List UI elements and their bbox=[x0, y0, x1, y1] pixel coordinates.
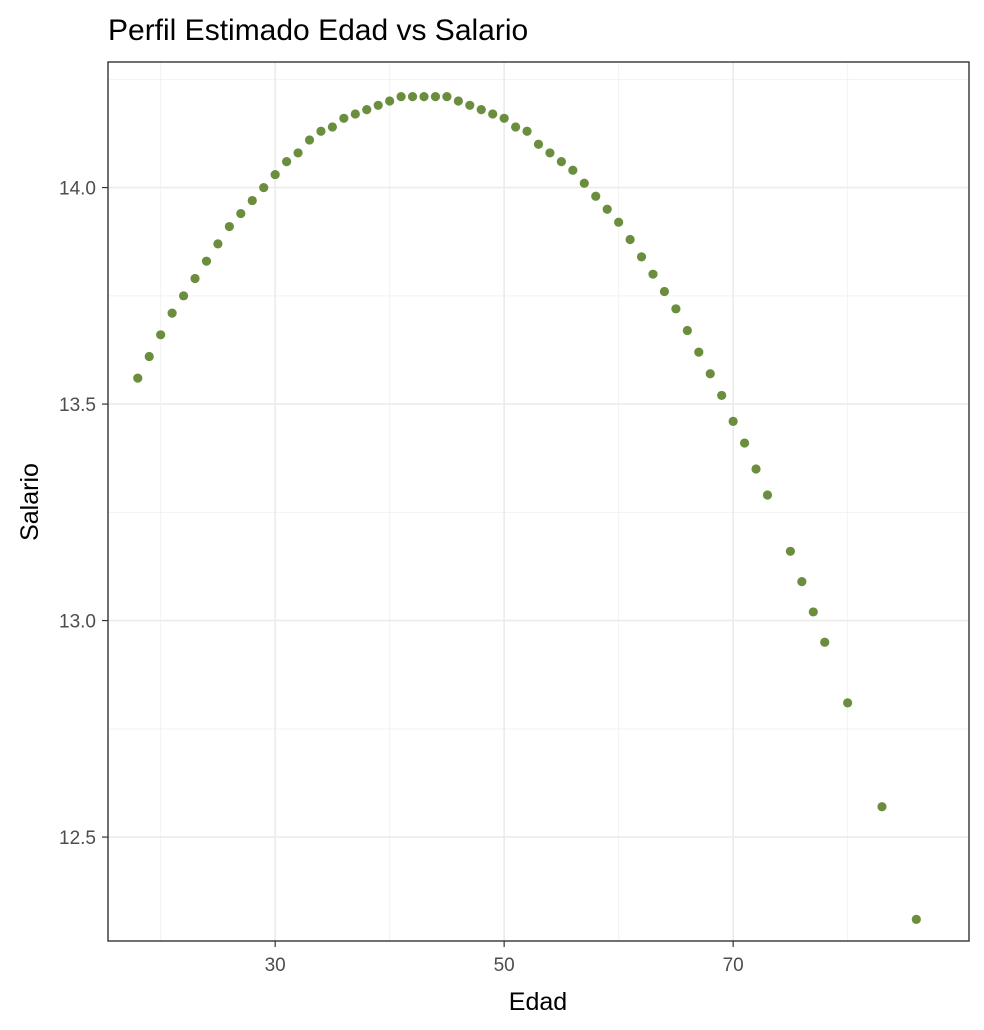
data-point bbox=[167, 308, 177, 318]
data-point bbox=[614, 217, 624, 227]
data-point bbox=[350, 109, 360, 119]
data-point bbox=[201, 256, 212, 266]
data-point bbox=[877, 802, 887, 812]
data-point bbox=[556, 156, 566, 167]
y-axis-title: Salario bbox=[16, 463, 44, 541]
data-point bbox=[419, 92, 429, 102]
data-points bbox=[133, 92, 921, 924]
data-point bbox=[224, 221, 234, 232]
data-point bbox=[694, 347, 704, 357]
data-point bbox=[385, 96, 395, 106]
x-axis-title: Edad bbox=[509, 988, 567, 1016]
x-tick-label: 30 bbox=[265, 955, 286, 976]
data-point bbox=[659, 286, 670, 297]
data-point bbox=[820, 637, 830, 647]
data-point bbox=[476, 105, 486, 115]
x-axis-ticks: 30 50 70 bbox=[265, 941, 744, 976]
data-point bbox=[602, 204, 612, 214]
data-point bbox=[396, 92, 406, 102]
data-point bbox=[178, 291, 189, 301]
data-point bbox=[911, 914, 921, 924]
data-point bbox=[671, 304, 681, 314]
data-point bbox=[785, 546, 795, 556]
data-point bbox=[327, 122, 338, 132]
data-point bbox=[316, 126, 326, 136]
data-point bbox=[373, 100, 383, 110]
data-point bbox=[568, 165, 578, 175]
data-point bbox=[808, 607, 818, 617]
data-point bbox=[843, 698, 853, 708]
data-point bbox=[751, 464, 761, 474]
data-point bbox=[362, 105, 372, 115]
x-tick-label: 50 bbox=[494, 955, 515, 976]
data-point bbox=[499, 113, 509, 123]
data-point bbox=[156, 330, 166, 340]
data-point bbox=[293, 148, 303, 158]
y-tick-label: 14.0 bbox=[59, 179, 96, 200]
data-point bbox=[247, 195, 257, 206]
chart-title: Perfil Estimado Edad vs Salario bbox=[108, 14, 528, 47]
data-point bbox=[545, 148, 555, 158]
data-point bbox=[442, 92, 452, 102]
x-tick-label: 70 bbox=[723, 955, 744, 976]
data-point bbox=[259, 182, 269, 193]
data-point bbox=[488, 109, 498, 119]
data-point bbox=[728, 416, 738, 426]
data-point bbox=[522, 126, 532, 136]
data-point bbox=[739, 438, 750, 448]
data-point bbox=[797, 577, 807, 587]
major-grid bbox=[108, 62, 969, 941]
data-point bbox=[591, 191, 601, 201]
data-point bbox=[236, 208, 246, 219]
data-point bbox=[133, 373, 143, 383]
data-point bbox=[636, 252, 647, 262]
data-point bbox=[407, 92, 418, 102]
y-tick-label: 13.5 bbox=[59, 395, 96, 416]
data-point bbox=[270, 169, 280, 180]
data-point bbox=[430, 92, 441, 102]
data-point bbox=[682, 325, 692, 336]
data-point bbox=[144, 351, 154, 362]
data-point bbox=[339, 113, 349, 123]
data-point bbox=[190, 273, 200, 284]
data-point bbox=[625, 234, 635, 245]
data-point bbox=[762, 490, 773, 500]
y-axis-ticks: 12.5 13.0 13.5 14.0 bbox=[59, 179, 108, 849]
data-point bbox=[453, 96, 463, 106]
data-point bbox=[705, 369, 715, 379]
data-point bbox=[465, 100, 475, 110]
data-point bbox=[304, 135, 315, 145]
data-point bbox=[213, 239, 223, 249]
minor-grid bbox=[108, 62, 969, 941]
plot-panel bbox=[108, 62, 969, 941]
plot-border bbox=[107, 61, 970, 942]
data-point bbox=[648, 269, 658, 279]
data-point bbox=[533, 139, 544, 149]
y-tick-label: 12.5 bbox=[59, 828, 96, 849]
data-point bbox=[511, 122, 521, 132]
data-point bbox=[579, 178, 589, 188]
data-point bbox=[282, 156, 292, 167]
y-tick-label: 13.0 bbox=[59, 612, 96, 633]
data-point bbox=[717, 390, 727, 401]
